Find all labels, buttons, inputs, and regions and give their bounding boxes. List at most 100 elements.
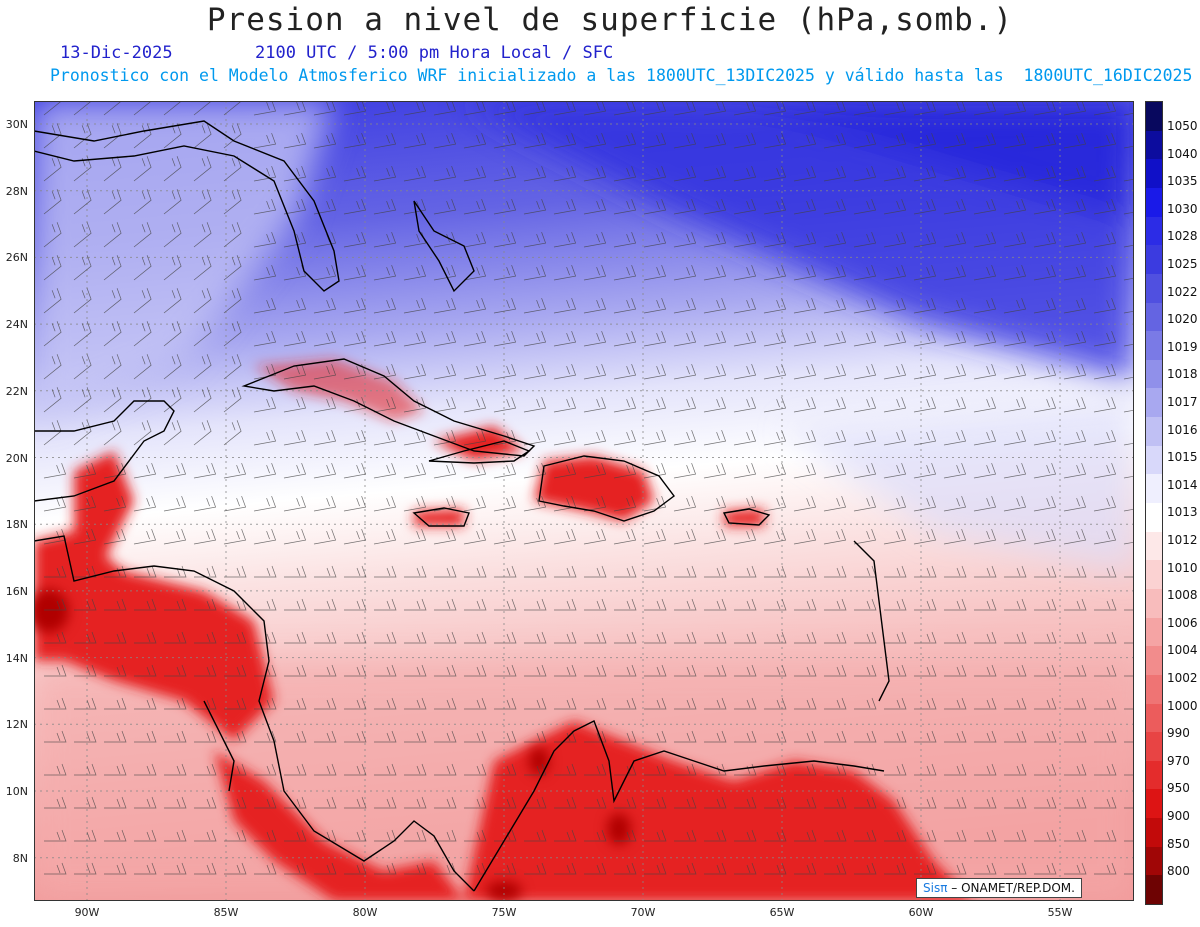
wind-barb [433,101,457,116]
wind-barb [343,330,367,347]
wind-barb [194,796,217,809]
wind-barb [1063,330,1087,347]
wind-barb [1063,165,1087,182]
wind-barb [73,123,92,149]
wind-barb [853,528,877,545]
wind-barb [1003,101,1027,116]
wind-barb [523,165,547,182]
wind-barb [734,829,757,842]
wind-barb [944,763,967,776]
wind-barb [854,730,877,743]
wind-barb [883,231,907,248]
wind-barb [73,528,97,545]
wind-barb [224,730,247,743]
wind-barb [733,231,757,248]
wind-barb [314,664,337,677]
wind-barb [134,829,157,842]
wind-barb [1063,429,1087,446]
wind-barb [313,297,337,314]
wind-barb [223,354,242,380]
wind-barb [614,631,637,644]
wind-barb [1123,178,1134,182]
colorbar-swatch [1146,331,1162,361]
wind-barb [464,829,487,842]
wind-barb [583,231,607,248]
colorbar-label: 1014 [1167,477,1198,492]
wind-barb [913,528,937,545]
wind-barb [673,363,697,380]
wind-barb [374,598,397,611]
wind-barb [1123,409,1134,413]
wind-barb [1094,730,1117,743]
wind-barb [763,429,787,446]
forecast-time: 2100 UTC / 5:00 pm Hora Local / SFC [255,43,614,63]
wind-barb [433,462,457,479]
wind-barb [824,631,847,644]
wind-barb [1003,198,1027,215]
wind-barb [433,429,457,446]
wind-barb [974,697,997,710]
wind-barb [673,165,697,182]
wind-barb [1003,363,1027,380]
wind-barb [1033,363,1057,380]
wind-barb [43,387,62,413]
wind-barb [343,165,367,182]
wind-barb [734,697,757,710]
wind-barb [133,321,152,347]
wind-barb [703,462,727,479]
wind-barb [283,165,307,182]
wind-barb [854,664,877,677]
colorbar [1145,101,1163,905]
wind-barb [913,396,937,413]
wind-barb [1123,442,1134,446]
wind-barb [433,165,457,182]
wind-barb [644,862,667,875]
wind-barb [314,829,337,842]
wind-barb [524,730,547,743]
wind-barb [433,363,457,380]
wind-barb [704,664,727,677]
wind-barb [643,495,667,512]
wind-barb [973,330,997,347]
wind-barb [763,198,787,215]
wind-barb [73,462,97,479]
wind-barb [1094,862,1117,875]
wind-barb [1064,796,1087,809]
wind-barb [434,565,457,578]
wind-barb [373,429,397,446]
wind-barb [284,862,307,875]
wind-barb [134,730,157,743]
colorbar-label: 1000 [1167,698,1198,713]
wind-barb [104,631,127,644]
wind-barb [313,198,337,215]
wind-barb [883,495,907,512]
wind-barb [1033,132,1057,149]
wind-barb [194,829,217,842]
lat-label: 8N [12,851,28,865]
wind-barb [943,396,967,413]
wind-barb [224,697,247,710]
colorbar-swatch [1146,102,1162,132]
lat-label: 26N [5,251,28,265]
wind-barb [704,697,727,710]
wind-barb [554,763,577,776]
wind-barb [854,862,877,875]
wind-barb [643,165,667,182]
wind-barb [523,495,547,512]
wind-barb [463,231,487,248]
colorbar-swatch [1146,503,1162,533]
wind-barb [614,598,637,611]
colorbar-label: 970 [1167,753,1190,768]
lon-label: 70W [630,906,656,919]
wind-barb [1004,631,1027,644]
wind-barb [133,288,152,314]
wind-barb [764,763,787,776]
wind-barb [703,198,727,215]
wind-barb [913,462,937,479]
wind-barb [794,697,817,710]
wind-barb [673,132,697,149]
wind-barb [733,462,757,479]
wind-barb [733,528,757,545]
wind-barb [1033,297,1057,314]
wind-barb [703,132,727,149]
